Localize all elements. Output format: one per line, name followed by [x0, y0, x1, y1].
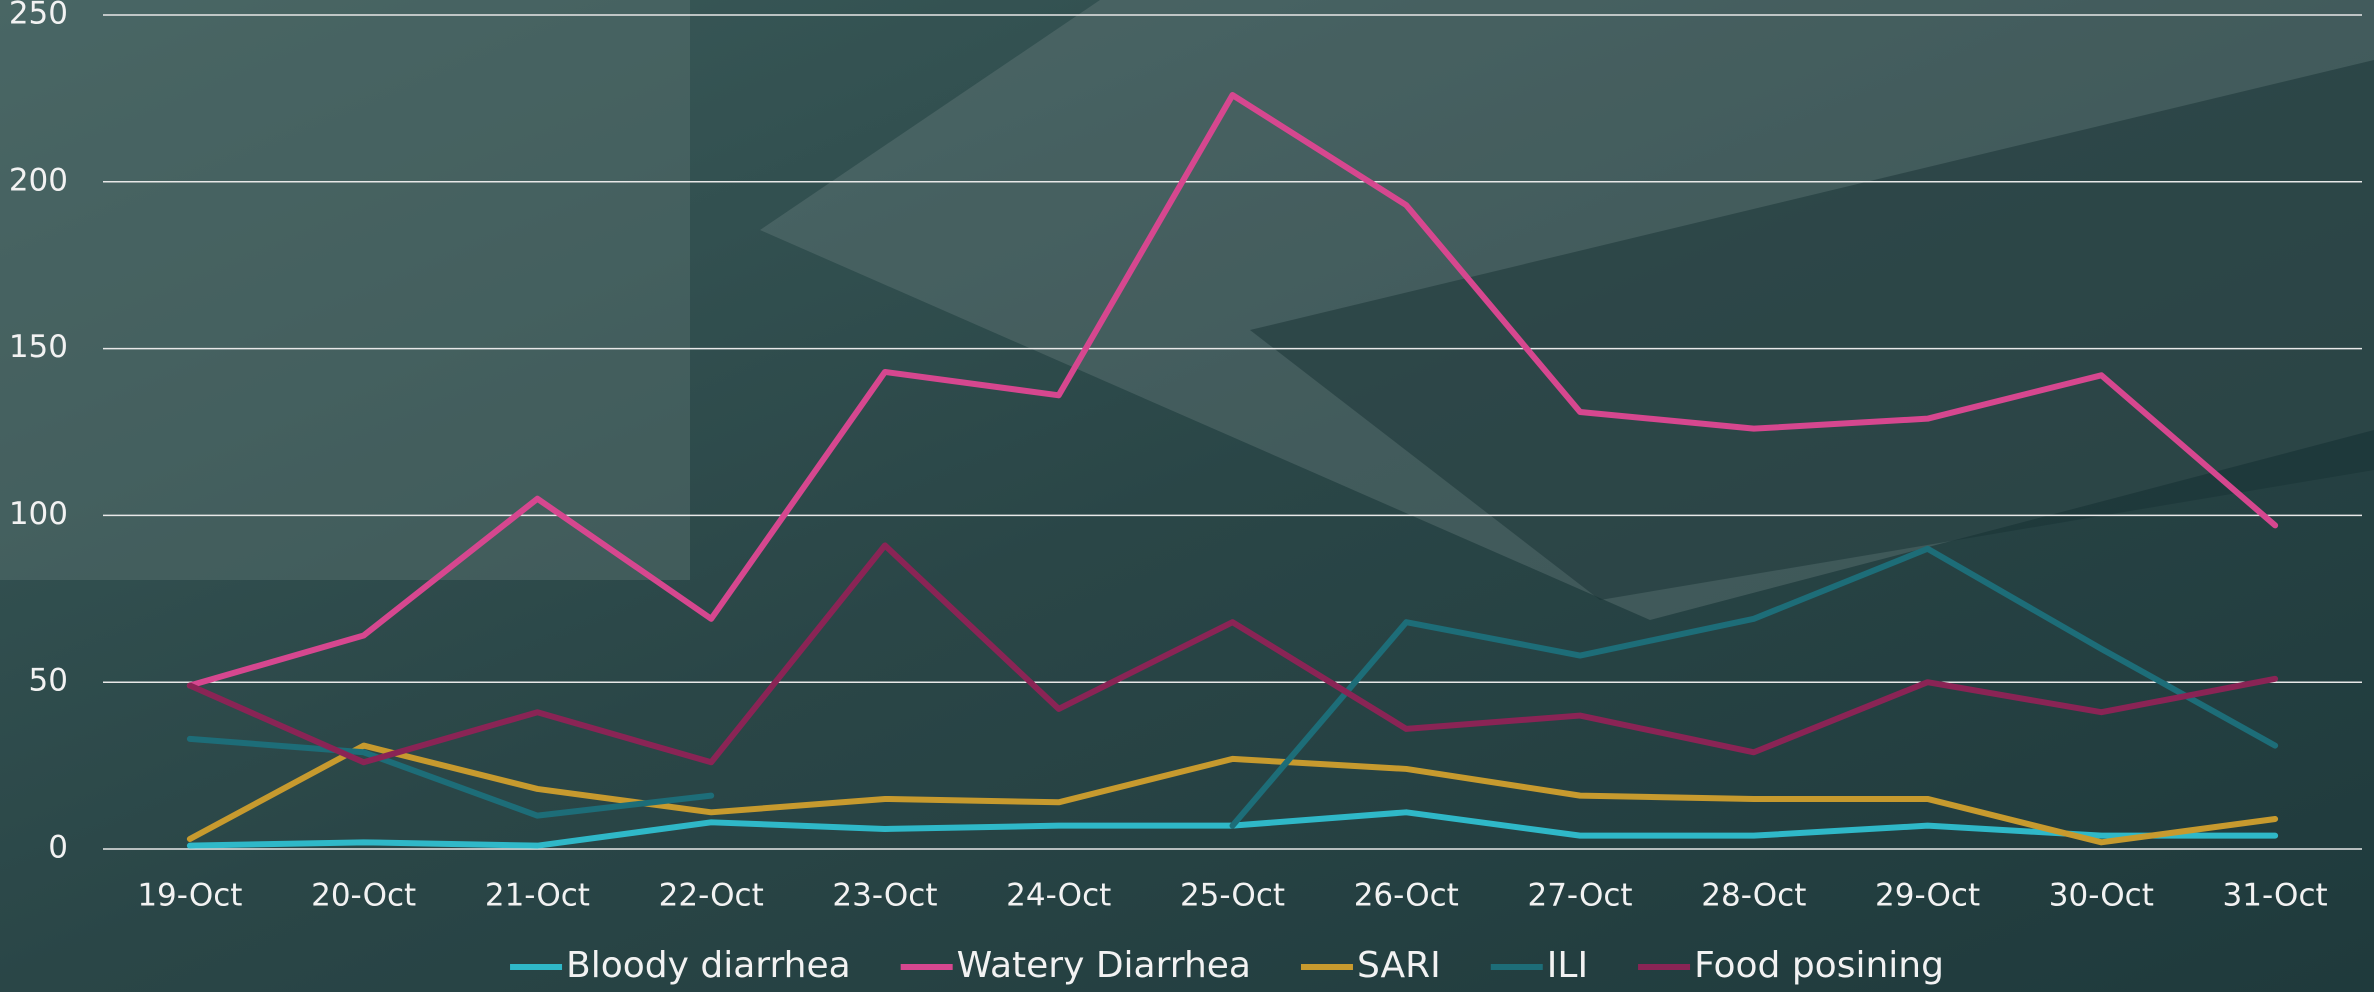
x-tick-label: 29-Oct [1875, 878, 1980, 914]
x-tick-label: 21-Oct [485, 878, 590, 914]
legend-label: ILI [1547, 945, 1588, 986]
y-tick-label: 250 [9, 0, 68, 32]
x-tick-label: 27-Oct [1527, 878, 1632, 914]
y-tick-label: 200 [9, 162, 68, 198]
chart: 0 50 100 150 200 250 19-Oct 20-Oct 21-Oct 22-Oct 2… [0, 0, 2374, 992]
x-tick-label: 19-Oct [137, 878, 242, 914]
x-tick-label: 22-Oct [659, 878, 764, 914]
y-tick-label: 0 [48, 830, 68, 866]
y-tick-label: 100 [9, 496, 68, 532]
legend-label: Food posining [1694, 945, 1944, 986]
x-tick-label: 30-Oct [2049, 878, 2154, 914]
y-tick-label: 50 [29, 663, 68, 699]
y-tick-label: 150 [9, 329, 68, 365]
x-tick-label: 28-Oct [1701, 878, 1806, 914]
x-tick-label: 31-Oct [2223, 878, 2328, 914]
legend-label: SARI [1357, 945, 1441, 986]
x-tick-label: 25-Oct [1180, 878, 1285, 914]
x-tick-label: 23-Oct [832, 878, 937, 914]
page: {"chart_data": {"type": "line", "categor… [0, 0, 2374, 992]
x-tick-label: 20-Oct [311, 878, 416, 914]
legend-label: Bloody diarrhea [566, 945, 851, 986]
legend-label: Watery Diarrhea [957, 945, 1251, 986]
x-tick-label: 24-Oct [1006, 878, 1111, 914]
paper-decor [0, 0, 690, 580]
x-tick-label: 26-Oct [1354, 878, 1459, 914]
